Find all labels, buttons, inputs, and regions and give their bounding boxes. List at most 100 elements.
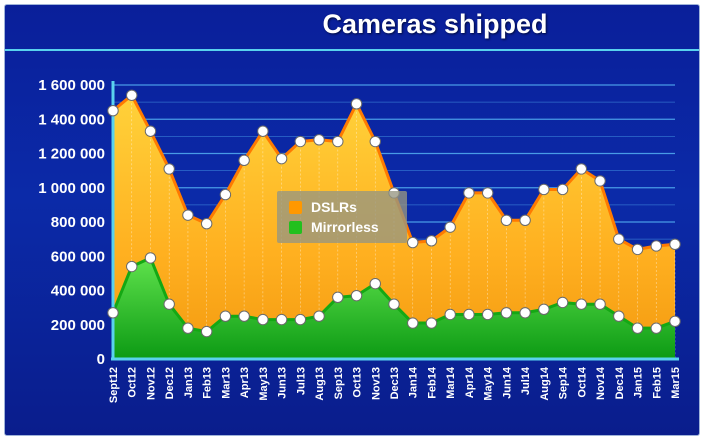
point-mirrorless: [519, 307, 531, 319]
point-dslrs: [407, 236, 419, 249]
point-mirrorless: [669, 315, 681, 328]
point-dslrs: [481, 187, 494, 199]
x-tick-label: Dec12: [164, 367, 176, 399]
point-dslrs: [613, 233, 625, 245]
x-tick-label: Mar13: [220, 367, 232, 399]
point-dslrs: [425, 235, 438, 247]
point-dslrs: [294, 135, 307, 148]
x-tick-label: Aug14: [539, 366, 551, 401]
point-mirrorless: [650, 322, 662, 334]
point-mirrorless: [107, 307, 119, 319]
point-mirrorless: [182, 322, 194, 334]
point-dslrs: [275, 152, 288, 165]
y-tick-label: 400 000: [51, 283, 105, 300]
point-mirrorless: [556, 296, 569, 309]
point-mirrorless: [444, 308, 456, 321]
point-dslrs: [556, 183, 569, 196]
x-tick-label: Sep14: [558, 366, 570, 399]
x-tick-label: Jan13: [183, 367, 195, 398]
point-mirrorless: [275, 313, 288, 326]
point-dslrs: [163, 163, 175, 175]
point-mirrorless: [575, 298, 588, 310]
x-tick-label: Sept12: [108, 367, 120, 403]
x-tick-label: Dec14: [614, 366, 626, 399]
legend: DSLRs Mirrorless: [277, 191, 407, 243]
point-mirrorless: [144, 252, 157, 264]
x-tick-labels: Sept12 Oct12 Nov12 Dec12 Jan13 Feb13 Mar13 Apr1…: [108, 366, 682, 403]
legend-swatch-mirrorless: [289, 221, 302, 234]
y-tick-label: 0: [97, 351, 105, 368]
y-tick-label: 1 200 000: [38, 146, 105, 163]
point-dslrs: [257, 125, 269, 137]
point-mirrorless: [200, 325, 213, 338]
x-tick-label: Nov13: [370, 367, 382, 400]
x-tick-label: Jul14: [520, 366, 532, 395]
point-mirrorless: [126, 260, 138, 273]
x-tick-label: Oct14: [576, 366, 588, 397]
point-dslrs: [650, 240, 662, 252]
point-dslrs: [313, 134, 325, 146]
point-dslrs: [669, 238, 681, 250]
point-mirrorless: [238, 310, 250, 322]
point-dslrs: [369, 135, 381, 148]
title-bar: Cameras shipped: [5, 5, 699, 51]
point-dslrs: [126, 89, 138, 101]
x-tick-label: May13: [258, 367, 270, 401]
y-tick-label: 800 000: [51, 214, 105, 231]
point-dslrs: [219, 188, 232, 201]
x-tick-label: Apr13: [239, 367, 251, 398]
point-dslrs: [538, 183, 550, 196]
y-tick-labels: 0 200 000 400 000 600 000 800 000 1 000 000 1 …: [38, 77, 105, 368]
point-mirrorless: [500, 307, 513, 319]
y-tick-label: 1 400 000: [38, 111, 105, 128]
x-tick-label: Jun14: [501, 366, 513, 399]
x-tick-label: Mar15: [670, 367, 682, 399]
point-dslrs: [444, 221, 456, 233]
point-mirrorless: [425, 317, 438, 329]
point-dslrs: [519, 214, 531, 226]
x-tick-label: Nov12: [145, 367, 157, 400]
x-tick-label: Feb13: [202, 367, 214, 399]
y-tick-label: 200 000: [51, 317, 105, 334]
point-mirrorless: [369, 277, 381, 290]
x-tick-label: Feb15: [651, 367, 663, 399]
point-mirrorless: [594, 298, 606, 310]
x-tick-label: Dec13: [389, 367, 401, 399]
point-mirrorless: [538, 303, 550, 316]
x-tick-label: Sep13: [333, 367, 345, 399]
point-mirrorless: [332, 291, 344, 304]
point-mirrorless: [163, 298, 175, 310]
x-tick-label: Oct13: [352, 367, 364, 398]
point-mirrorless: [481, 308, 494, 321]
point-mirrorless: [294, 313, 307, 326]
x-tick-label: Jan14: [408, 366, 420, 398]
x-tick-label: Aug13: [314, 367, 326, 401]
point-mirrorless: [350, 289, 363, 302]
x-tick-label: Mar14: [445, 366, 457, 399]
y-tick-label: 1 000 000: [38, 180, 105, 197]
chart-frame: Cameras shipped 0 200 000 400 000 600 000 80…: [4, 4, 700, 436]
x-tick-label: Feb14: [426, 366, 438, 399]
point-dslrs: [500, 214, 513, 226]
point-dslrs: [575, 163, 588, 175]
x-tick-label: Jan15: [633, 367, 645, 398]
legend-label-dslrs: DSLRs: [311, 199, 357, 215]
chart-title: Cameras shipped: [322, 9, 548, 39]
point-dslrs: [594, 175, 606, 187]
point-mirrorless: [613, 310, 625, 322]
point-dslrs: [200, 218, 213, 230]
point-dslrs: [463, 187, 475, 199]
point-mirrorless: [257, 313, 269, 326]
x-tick-label: Nov14: [595, 366, 607, 400]
point-mirrorless: [219, 310, 232, 322]
x-tick-label: Jul13: [295, 367, 307, 395]
legend-label-mirrorless: Mirrorless: [311, 219, 379, 235]
point-dslrs: [182, 209, 194, 221]
y-tick-label: 1 600 000: [38, 77, 105, 94]
point-mirrorless: [631, 322, 644, 334]
y-tick-label: 600 000: [51, 248, 105, 265]
series-markers: [107, 89, 681, 338]
point-mirrorless: [313, 310, 325, 322]
x-tick-label: Apr14: [464, 366, 476, 398]
point-dslrs: [350, 98, 363, 110]
